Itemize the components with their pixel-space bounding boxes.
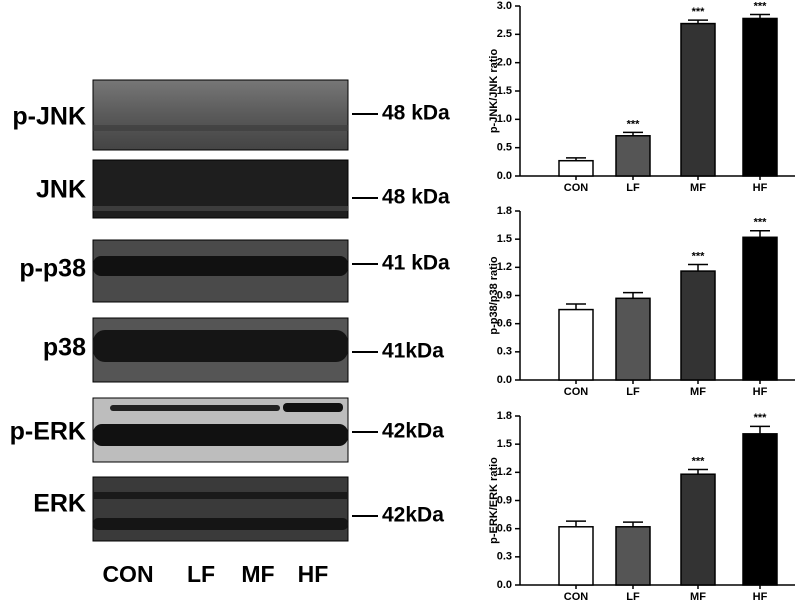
significance: ***: [692, 6, 706, 18]
significance: ***: [754, 0, 768, 12]
y-tick-label: 0.0: [497, 170, 512, 182]
y-tick-label: 0.9: [497, 494, 512, 506]
y-tick-label: 1.0: [497, 113, 512, 125]
blot-band: [93, 330, 348, 362]
y-tick-label: 0.0: [497, 579, 512, 591]
blot-band: [110, 405, 280, 411]
y-tick-label: 1.5: [497, 85, 512, 97]
significance: ***: [754, 217, 768, 229]
y-tick-label: 1.2: [497, 261, 512, 273]
row-label: JNK: [36, 176, 86, 204]
y-tick-label: 3.0: [497, 0, 512, 12]
significance: ***: [754, 412, 768, 424]
y-tick-label: 1.8: [497, 410, 512, 422]
y-tick-label: 0.3: [497, 346, 512, 358]
y-tick-label: 0.6: [497, 318, 512, 330]
x-tick-label: HF: [753, 182, 768, 194]
row-label: p-JNK: [12, 103, 86, 131]
y-axis-label: p-ERK/ERK ratio: [488, 457, 500, 544]
row-label: p38: [43, 334, 86, 362]
significance: ***: [627, 118, 641, 130]
size-label: 41kDa: [382, 340, 444, 363]
size-label: 48 kDa: [382, 102, 450, 125]
size-label: 42kDa: [382, 420, 444, 443]
blot-band: [93, 125, 348, 131]
x-tick-label: LF: [626, 591, 640, 603]
blot: p-JNK JNK p-p38 p38 p-ERK ERK 48 kDa 48 …: [10, 79, 450, 587]
blot-band: [283, 403, 343, 412]
bar: [615, 297, 651, 381]
y-tick-label: 0.0: [497, 374, 512, 386]
x-tick-label: MF: [690, 591, 706, 603]
y-tick-label: 0.3: [497, 551, 512, 563]
blot-band: [93, 424, 348, 446]
blot-panel: [92, 79, 349, 151]
y-tick-label: 1.5: [497, 233, 512, 245]
x-tick-label: CON: [564, 591, 589, 603]
y-tick-label: 2.0: [497, 57, 512, 69]
y-tick-label: 0.6: [497, 523, 512, 535]
lane-label: MF: [241, 561, 274, 587]
size-label: 42kDa: [382, 504, 444, 527]
blot-panel: [92, 476, 349, 542]
x-tick-label: HF: [753, 386, 768, 398]
size-label: 48 kDa: [382, 186, 450, 209]
y-tick-label: 0.9: [497, 289, 512, 301]
y-axis-label: p-JNK/JNK ratio: [488, 49, 500, 134]
lane-label: HF: [298, 561, 329, 587]
row-label: p-p38: [19, 255, 86, 283]
bar: [615, 135, 651, 177]
x-tick-label: MF: [690, 386, 706, 398]
bar: [558, 308, 594, 381]
bar: [680, 22, 716, 177]
bar: [558, 159, 594, 177]
bar: [680, 270, 716, 381]
x-tick-label: LF: [626, 182, 640, 194]
bar: [742, 17, 778, 177]
y-tick-label: 0.5: [497, 142, 512, 154]
x-tick-label: LF: [626, 386, 640, 398]
bar: [558, 526, 594, 586]
row-label: ERK: [33, 490, 86, 518]
size-label: 41 kDa: [382, 252, 450, 275]
lane-label: LF: [187, 561, 215, 587]
x-tick-label: HF: [753, 591, 768, 603]
bar: [742, 236, 778, 381]
y-tick-label: 1.8: [497, 205, 512, 217]
blot-band: [93, 492, 348, 499]
y-tick-label: 2.5: [497, 28, 512, 40]
blot-band: [93, 518, 348, 530]
significance: ***: [692, 455, 706, 467]
row-label: p-ERK: [10, 418, 86, 446]
x-tick-label: CON: [564, 386, 589, 398]
bar: [680, 473, 716, 586]
blot-band: [93, 256, 348, 276]
y-axis-label: p-p38/p38 ratio: [488, 256, 500, 335]
y-tick-label: 1.5: [497, 438, 512, 450]
significance: ***: [692, 250, 706, 262]
x-tick-label: CON: [564, 182, 589, 194]
bar: [742, 433, 778, 586]
x-tick-label: MF: [690, 182, 706, 194]
lane-label: CON: [102, 561, 153, 587]
y-tick-label: 1.2: [497, 466, 512, 478]
blot-band: [93, 206, 348, 211]
bar: [615, 526, 651, 586]
